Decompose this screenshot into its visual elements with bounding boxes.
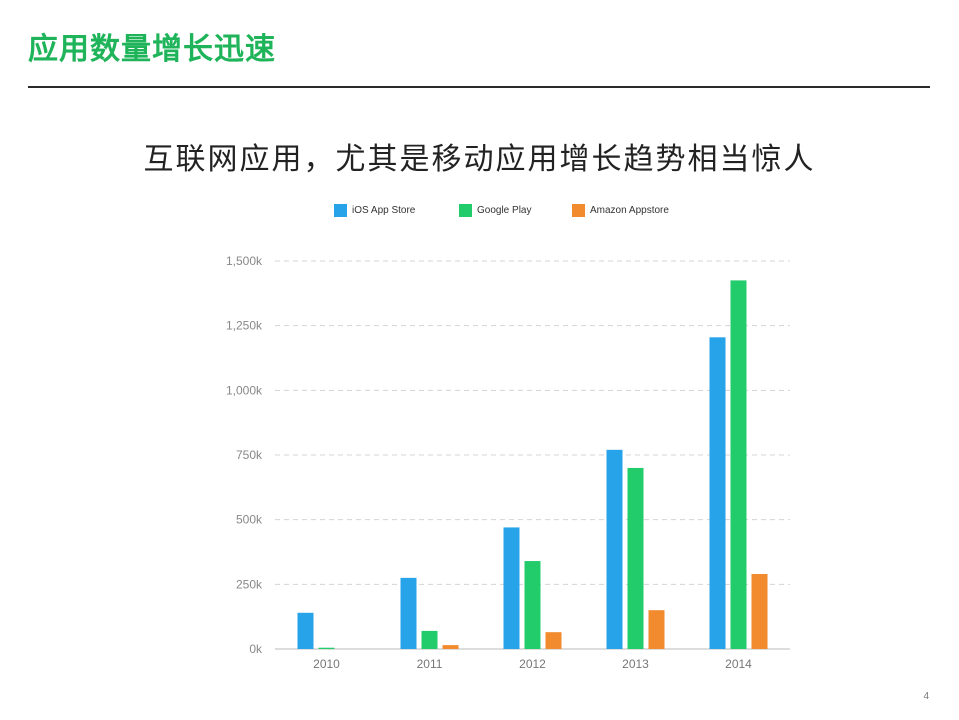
y-tick-label: 500k (236, 513, 263, 527)
slide-title: 应用数量增长迅速 (28, 32, 276, 67)
y-tick-label: 0k (249, 642, 263, 656)
legend-item-ios: iOS App Store (334, 202, 415, 218)
legend-item-amazon: Amazon Appstore (572, 202, 669, 218)
legend-swatch-ios (334, 203, 347, 217)
x-tick-label: 2012 (519, 657, 546, 671)
legend-swatch-google-play (459, 203, 472, 217)
bar (709, 337, 726, 649)
chart-legend: iOS App Store Google Play Amazon Appstor… (0, 202, 959, 218)
bar (606, 449, 623, 649)
legend-label-ios: iOS App Store (352, 204, 416, 216)
x-tick-label: 2014 (725, 657, 752, 671)
bar (442, 645, 459, 649)
legend-swatch-amazon (572, 203, 585, 217)
x-tick-label: 2011 (417, 657, 443, 671)
bar (400, 577, 417, 649)
bar (545, 632, 562, 649)
legend-label-amazon: Amazon Appstore (590, 204, 669, 216)
bar (751, 573, 768, 649)
x-tick-label: 2010 (313, 657, 340, 671)
slide-headline: 互联网应用，尤其是移动应用增长趋势相当惊人 (143, 142, 816, 177)
y-tick-label: 1,500k (226, 254, 263, 268)
title-divider (28, 86, 930, 88)
y-tick-label: 250k (236, 577, 263, 591)
bar (648, 610, 665, 649)
legend-label-google-play: Google Play (477, 204, 532, 216)
bar (524, 561, 541, 649)
bar (503, 527, 520, 649)
bar (318, 647, 335, 649)
bar (627, 467, 644, 649)
page-number: 4 (923, 691, 929, 702)
bar (730, 280, 747, 649)
legend-item-google-play: Google Play (459, 202, 531, 218)
bar (297, 612, 314, 649)
y-tick-label: 1,000k (226, 383, 263, 397)
x-tick-label: 2013 (622, 657, 649, 671)
bar (421, 630, 438, 649)
y-tick-label: 1,250k (226, 319, 263, 333)
y-tick-label: 750k (236, 448, 263, 462)
